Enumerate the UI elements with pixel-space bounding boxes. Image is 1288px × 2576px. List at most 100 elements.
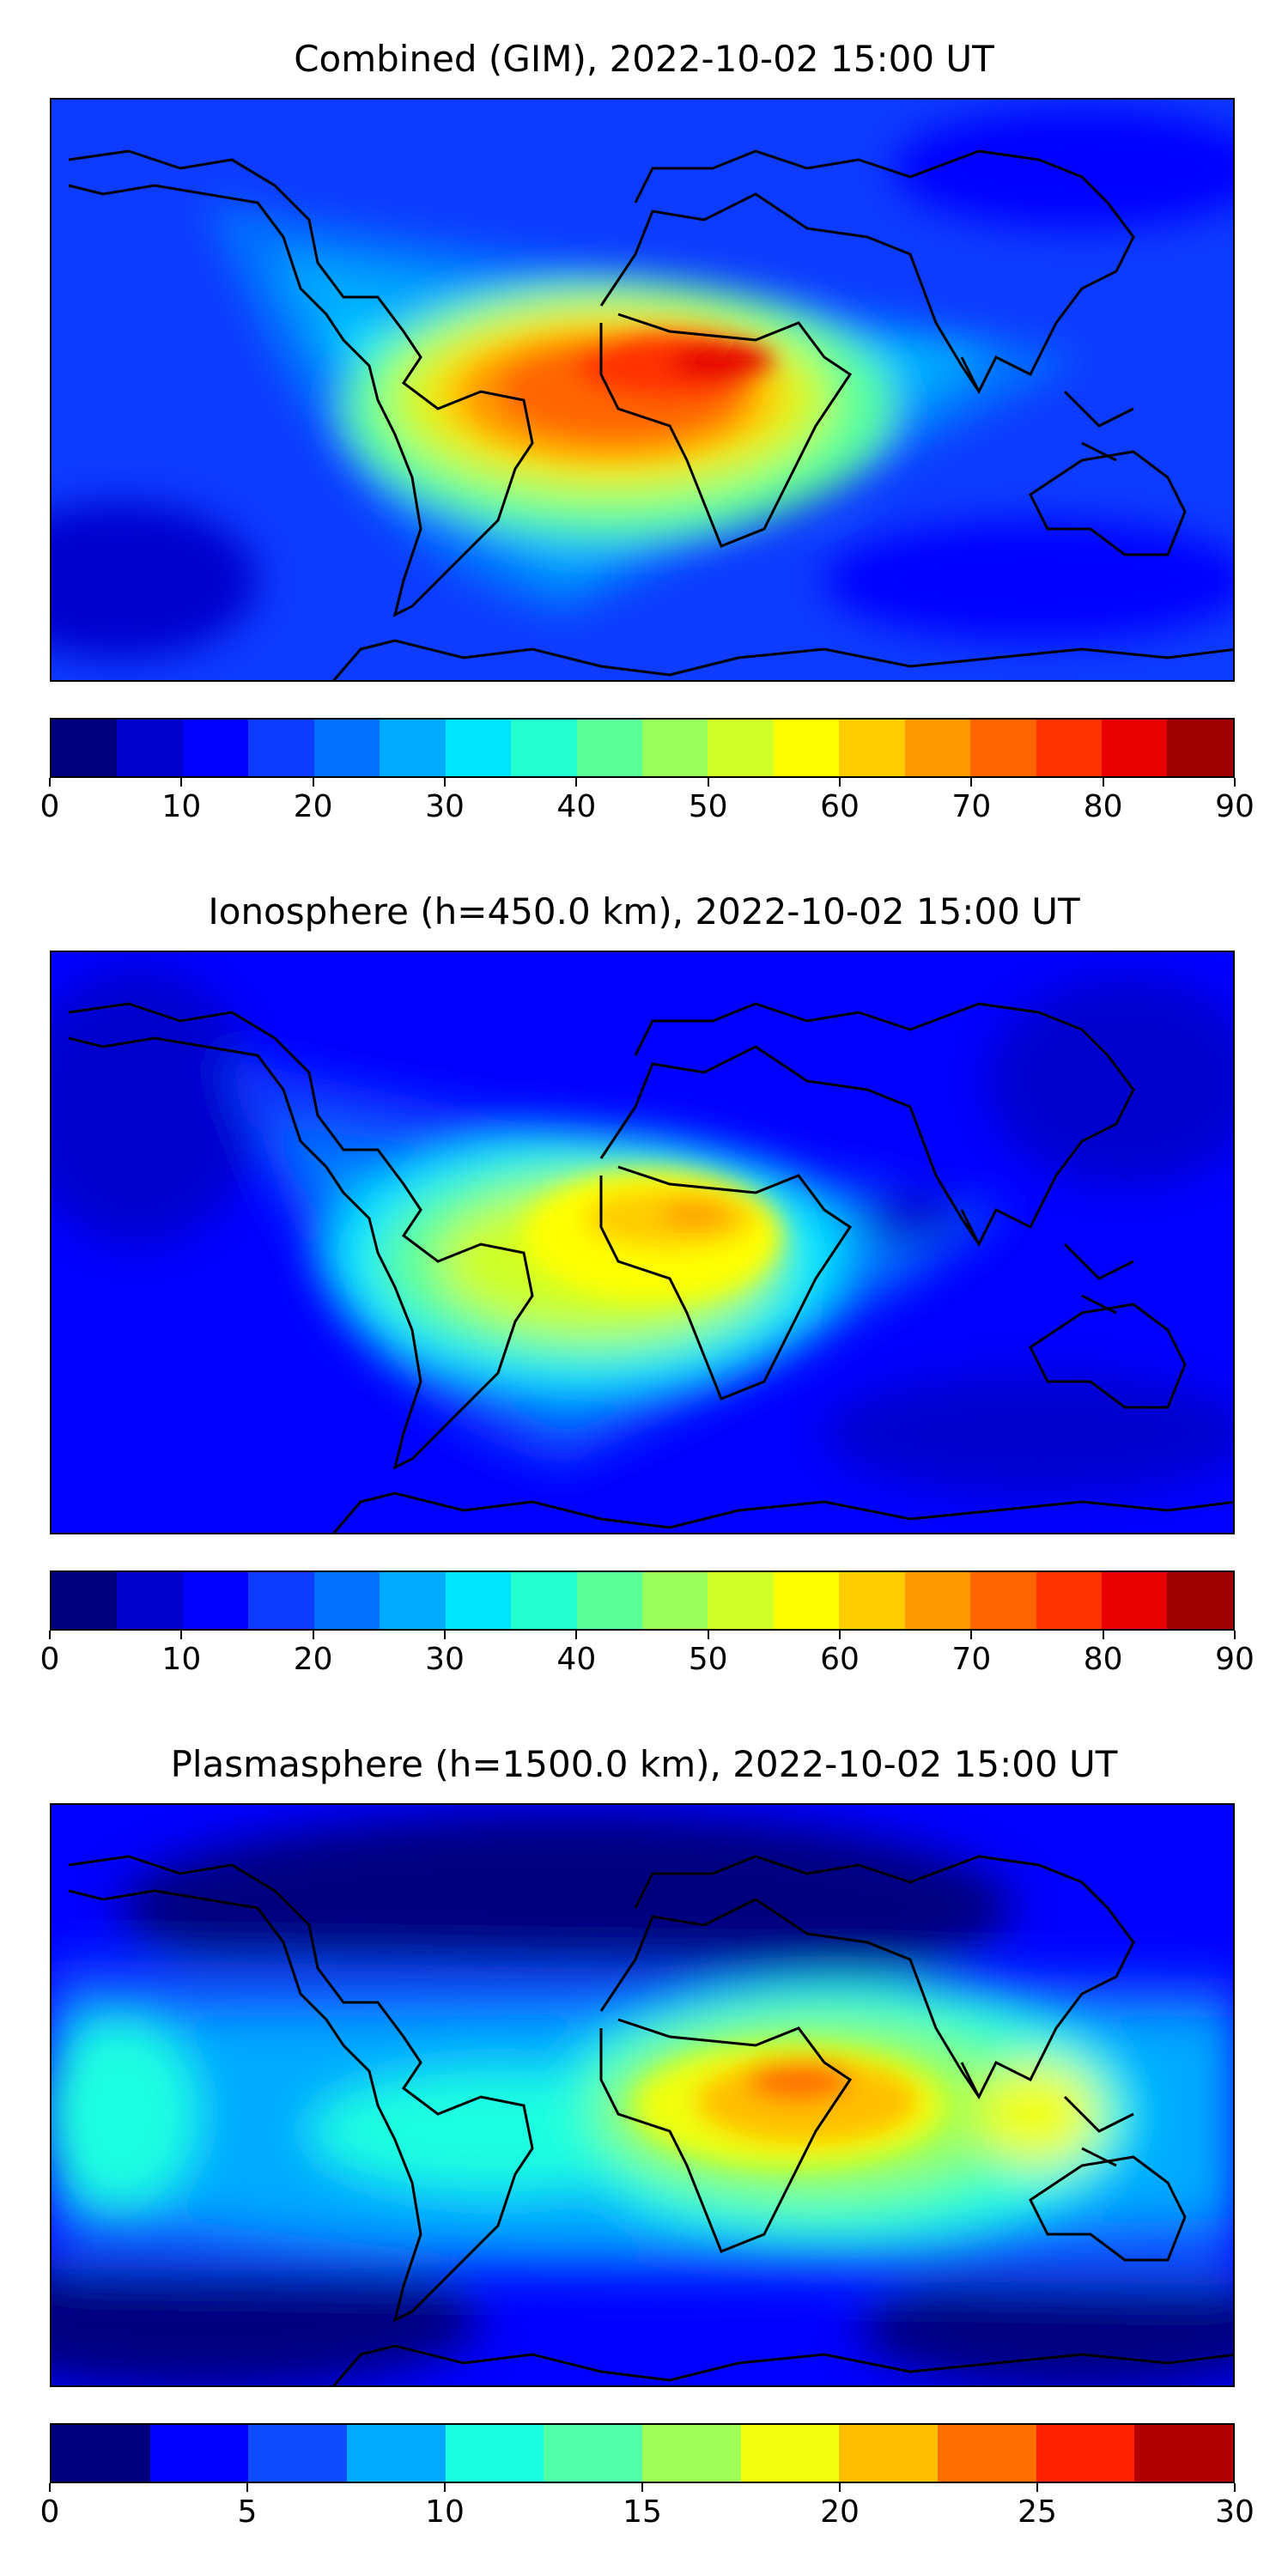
- colorbar-segment: [1167, 720, 1233, 776]
- colorbar-ionosphere: [50, 1571, 1235, 1631]
- colorbar-tick-label: 0: [39, 2494, 60, 2530]
- colorbar-segment: [248, 2425, 348, 2482]
- colorbar-segment: [445, 720, 512, 776]
- colorbar-segment: [740, 2425, 840, 2482]
- coastlines: [68, 1002, 1233, 1533]
- colorbar-tick-label: 20: [820, 2494, 860, 2530]
- colorbar-segment: [149, 2425, 249, 2482]
- colorbar-segment: [708, 720, 774, 776]
- colorbar-segment: [52, 1572, 118, 1629]
- colorbar-segment: [380, 720, 446, 776]
- colorbar-segment: [773, 1572, 840, 1629]
- colorbar-tick-label: 20: [293, 789, 333, 824]
- colorbar-segment: [380, 1572, 446, 1629]
- colorbar-segment: [313, 1572, 380, 1629]
- colorbar-tick: [1036, 2483, 1038, 2492]
- map-plasmasphere: [50, 1803, 1235, 2387]
- map-ionosphere: [50, 951, 1235, 1534]
- colorbar-tick: [641, 2483, 643, 2492]
- map-combined: [50, 98, 1235, 682]
- colorbar-tick: [970, 778, 973, 787]
- colorbar-segment: [1036, 720, 1102, 776]
- colorbar-plasmasphere: [50, 2423, 1235, 2483]
- colorbar-tick: [49, 778, 51, 787]
- colorbar-tick: [1234, 778, 1236, 787]
- colorbar-combined: [50, 718, 1235, 778]
- colorbar-tick-label: 50: [688, 1642, 728, 1677]
- colorbar-tick-label: 40: [556, 789, 597, 824]
- colorbar-tick: [970, 1631, 973, 1639]
- colorbar-ticks-combined: 0 10 20 30 40 50 60 70 80 90: [40, 778, 1255, 829]
- tec-map-plasmasphere: [52, 1805, 1233, 2385]
- colorbar-segment: [248, 1572, 314, 1629]
- colorbar-tick: [180, 778, 183, 787]
- colorbar-tick: [575, 778, 578, 787]
- colorbar-tick: [1234, 1631, 1236, 1639]
- colorbar-tick: [1102, 778, 1104, 787]
- colorbar-tick: [180, 1631, 183, 1639]
- colorbar-tick-label: 0: [39, 1642, 60, 1677]
- colorbar-tick: [444, 1631, 446, 1639]
- colorbar-tick-label: 30: [425, 789, 465, 824]
- colorbar-tick: [49, 2483, 51, 2492]
- colorbar-tick: [312, 778, 314, 787]
- colorbar-segment: [970, 1572, 1036, 1629]
- colorbar-segment: [938, 2425, 1036, 2482]
- colorbar-tick-label: 25: [1018, 2494, 1057, 2530]
- colorbar-segment: [117, 720, 183, 776]
- colorbar-segment: [511, 1572, 577, 1629]
- colorbar-tick-label: 90: [1215, 789, 1255, 824]
- coastlines: [68, 149, 1233, 680]
- colorbar-tick: [839, 1631, 841, 1639]
- colorbar-segment: [52, 720, 118, 776]
- colorbar-tick: [575, 1631, 578, 1639]
- panel-title-plasmasphere: Plasmasphere (h=1500.0 km), 2022-10-02 1…: [170, 1743, 1118, 1785]
- colorbar-tick-label: 10: [425, 2494, 465, 2530]
- colorbar-tick: [707, 1631, 709, 1639]
- colorbar-segment: [117, 1572, 183, 1629]
- colorbar-tick-label: 20: [293, 1642, 333, 1677]
- colorbar-tick-label: 5: [237, 2494, 258, 2530]
- colorbar-segment: [708, 1572, 774, 1629]
- colorbar-segment: [511, 720, 577, 776]
- colorbar-segment: [182, 1572, 249, 1629]
- colorbar-segment: [347, 2425, 446, 2482]
- colorbar-tick-label: 30: [1215, 2494, 1255, 2530]
- coastlines: [68, 1855, 1233, 2385]
- colorbar-tick-label: 50: [688, 789, 728, 824]
- colorbar-segment: [904, 720, 971, 776]
- colorbar-segment: [52, 2425, 150, 2482]
- colorbar-segment: [1036, 1572, 1102, 1629]
- colorbar-tick: [444, 2483, 446, 2492]
- colorbar-segment: [576, 720, 642, 776]
- colorbar-segment: [576, 1572, 642, 1629]
- colorbar-segment: [904, 1572, 971, 1629]
- colorbar-segment: [641, 1572, 708, 1629]
- colorbar-segment: [445, 2425, 544, 2482]
- colorbar-ticks-ionosphere: 0 10 20 30 40 50 60 70 80 90: [40, 1631, 1255, 1682]
- colorbar-tick-label: 60: [820, 789, 860, 824]
- colorbar-segment: [1102, 720, 1168, 776]
- colorbar-segment: [182, 720, 249, 776]
- colorbar-tick-label: 80: [1083, 789, 1123, 824]
- colorbar-segment: [970, 720, 1036, 776]
- colorbar-tick-label: 40: [556, 1642, 597, 1677]
- colorbar-tick: [1234, 2483, 1236, 2492]
- colorbar-tick-label: 60: [820, 1642, 860, 1677]
- colorbar-tick: [839, 2483, 841, 2492]
- colorbar-tick-label: 90: [1215, 1642, 1255, 1677]
- colorbar-segment: [313, 720, 380, 776]
- colorbar-tick: [49, 1631, 51, 1639]
- colorbar-segment: [544, 2425, 643, 2482]
- colorbar-tick-label: 15: [623, 2494, 662, 2530]
- panel-title-ionosphere: Ionosphere (h=450.0 km), 2022-10-02 15:0…: [208, 890, 1080, 933]
- colorbar-segment: [1102, 1572, 1168, 1629]
- colorbar-tick: [444, 778, 446, 787]
- colorbar-segment: [641, 720, 708, 776]
- colorbar-tick-label: 80: [1083, 1642, 1123, 1677]
- colorbar-tick: [839, 778, 841, 787]
- colorbar-tick: [246, 2483, 248, 2492]
- colorbar-tick-label: 70: [951, 789, 992, 824]
- colorbar-segment: [1036, 2425, 1135, 2482]
- colorbar-tick-label: 70: [951, 1642, 992, 1677]
